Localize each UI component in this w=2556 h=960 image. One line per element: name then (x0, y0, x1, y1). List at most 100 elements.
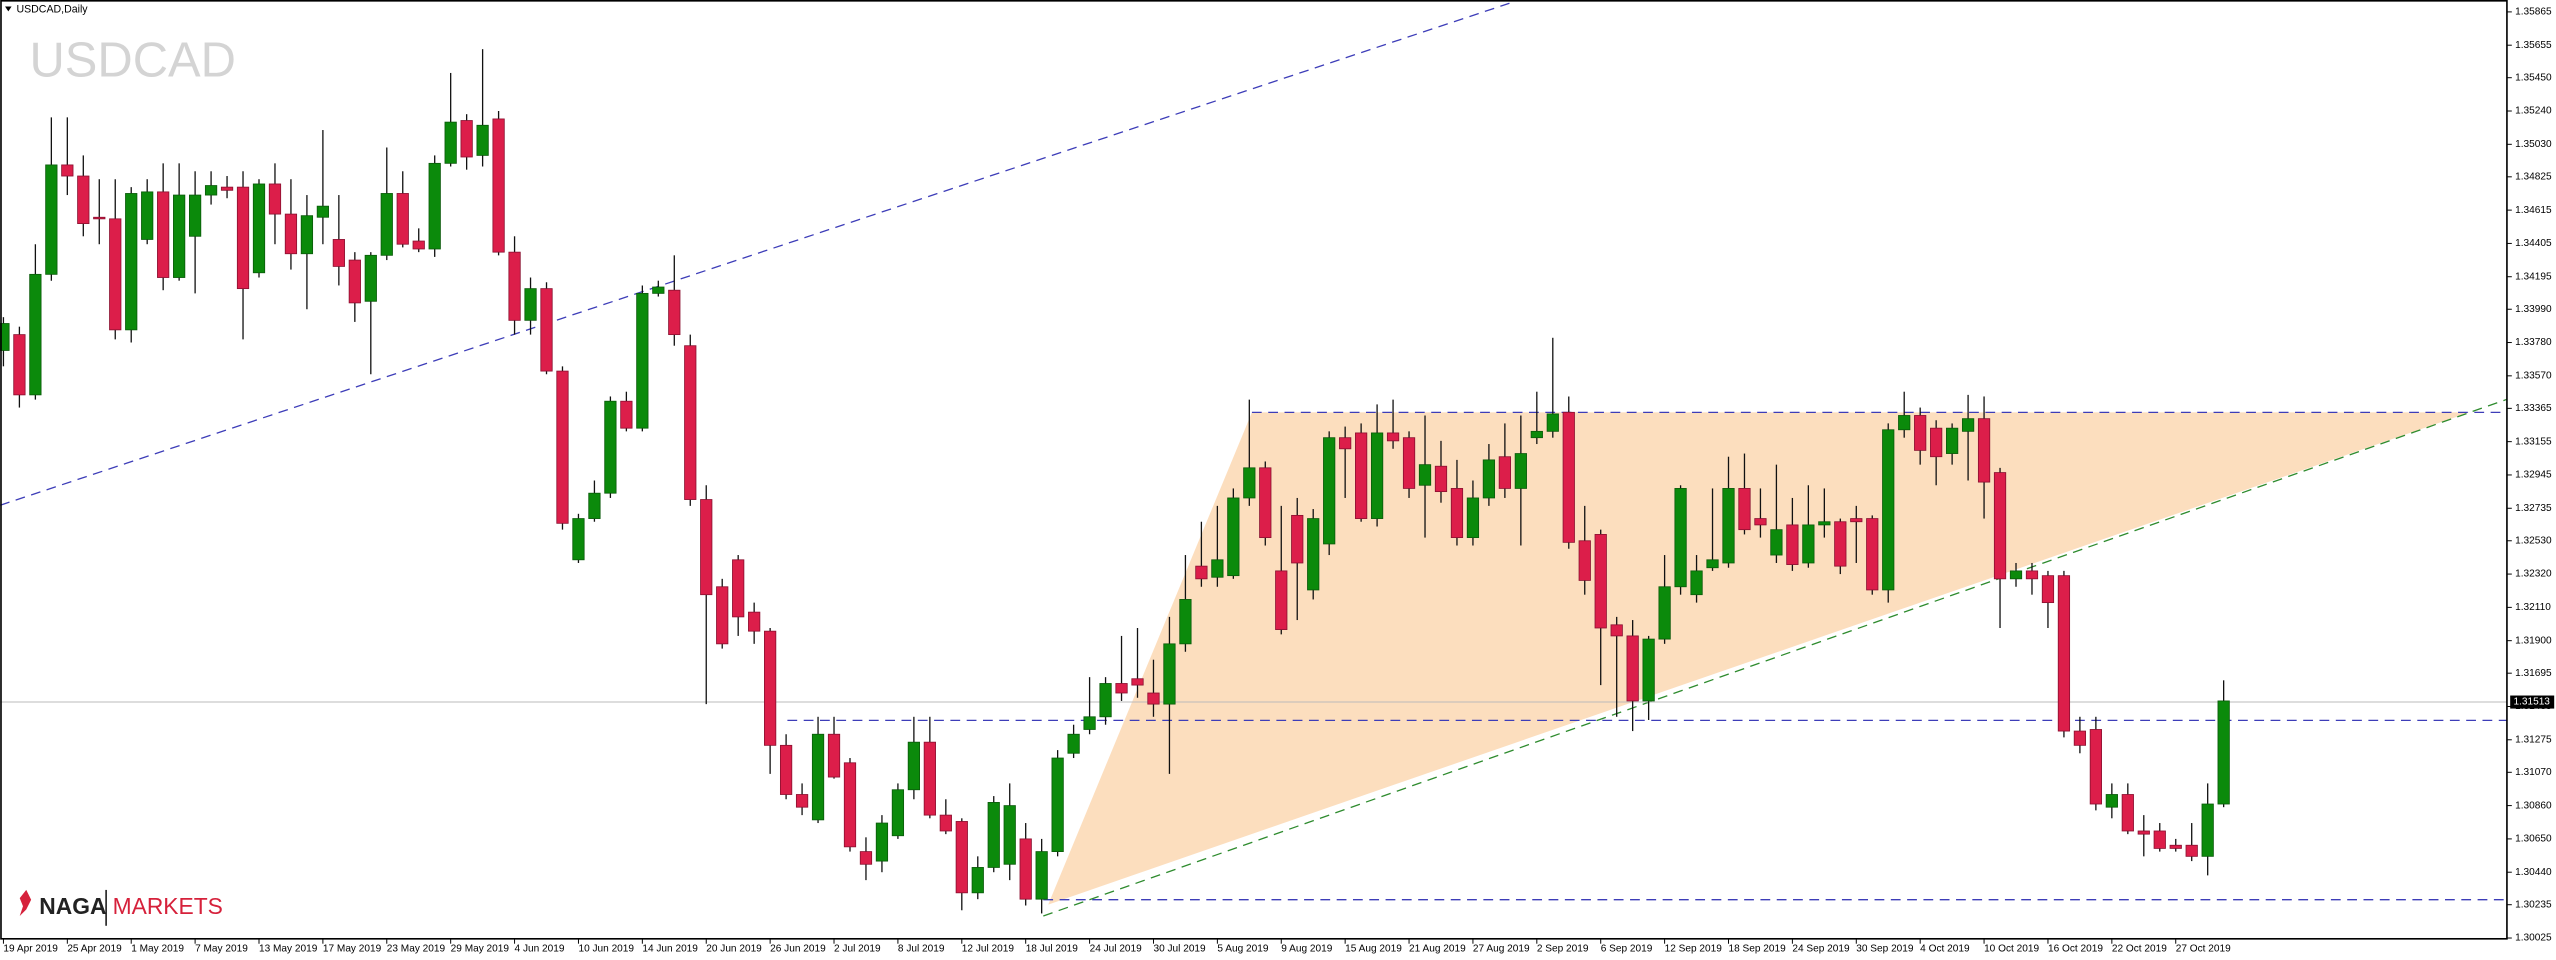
y-tick-label: 1.35655 (2515, 40, 2552, 51)
candle-body (1019, 838, 1032, 900)
candle-body (732, 559, 745, 618)
triangle-fill (1048, 412, 2470, 905)
x-tick-label: 30 Sep 2019 (1856, 943, 1914, 954)
candle-body (1179, 599, 1192, 645)
candle-body (141, 191, 154, 240)
candle-body (955, 821, 968, 894)
candle-body (891, 789, 905, 837)
x-tick-label: 24 Sep 2019 (1792, 943, 1850, 954)
candle-body (1243, 467, 1256, 499)
candle-body (1035, 851, 1048, 900)
candle-body (284, 213, 298, 255)
candle-body (700, 499, 713, 596)
menu-icon (5, 6, 12, 12)
y-tick-label: 1.30235 (2515, 899, 2552, 910)
last-price-label: 1.31513 (2513, 697, 2550, 708)
candle-body (859, 851, 873, 865)
y-tick-label: 1.30860 (2515, 800, 2552, 811)
y-tick-label: 1.30650 (2515, 834, 2552, 845)
candle-body (1961, 418, 1975, 432)
candle-body (2201, 803, 2214, 857)
y-tick-label: 1.34825 (2515, 171, 2552, 182)
candle-body (1993, 472, 2007, 580)
x-tick-label: 29 May 2019 (451, 943, 510, 954)
candle-body (252, 183, 266, 274)
candle-body (2153, 830, 2166, 849)
x-tick-label: 20 Jun 2019 (706, 943, 762, 954)
candle-body (2137, 830, 2150, 835)
candle-body (188, 194, 202, 237)
candle-body (428, 162, 441, 250)
x-tick-label: 15 Aug 2019 (1345, 943, 1402, 954)
candle-body (332, 239, 345, 267)
candle-body (1051, 757, 1064, 852)
candle-body (1658, 586, 1671, 640)
y-tick-label: 1.35030 (2515, 139, 2552, 150)
candle-body (1802, 524, 1815, 564)
candle-body (524, 288, 537, 321)
candle-body (923, 741, 936, 816)
trend-line (1043, 398, 2508, 917)
candle-body (1610, 624, 1623, 637)
candles (0, 49, 2230, 914)
candle-body (556, 370, 569, 524)
candle-body (540, 288, 553, 372)
candle-body (1323, 437, 1336, 545)
candle-body (1370, 432, 1384, 519)
candle-body (620, 400, 633, 429)
candle-body (1514, 453, 1527, 489)
drawings (0, 2, 2508, 917)
candle-body (460, 120, 473, 158)
x-tick-label: 2 Jul 2019 (834, 943, 881, 954)
candle-body (2041, 575, 2055, 604)
candle-body (61, 164, 74, 177)
candle-body (2185, 844, 2198, 857)
x-tick-label: 4 Oct 2019 (1920, 943, 1970, 954)
x-tick-label: 8 Jul 2019 (898, 943, 945, 954)
candle-body (1930, 427, 1943, 458)
candle-body (1434, 465, 1448, 493)
candle-body (1291, 514, 1304, 564)
y-tick-label: 1.31695 (2515, 668, 2552, 679)
logo: NAGA MARKETS (19, 889, 223, 926)
x-tick-label: 4 Jun 2019 (515, 943, 565, 954)
y-tick-label: 1.32320 (2515, 569, 2552, 580)
candle-body (1418, 464, 1432, 486)
last-price-box (2510, 695, 2555, 709)
candle-body (604, 400, 617, 494)
plot-frame (0, 0, 2508, 940)
candle-body (1977, 418, 1991, 483)
candle-body (45, 164, 58, 275)
candle-body (1738, 488, 1751, 531)
candle-body (508, 251, 521, 321)
candle-body (444, 121, 457, 164)
y-tick-label: 1.32530 (2515, 535, 2552, 546)
candle-body (2025, 570, 2039, 580)
candle-body (2217, 700, 2230, 805)
x-tick-label: 27 Oct 2019 (2176, 943, 2231, 954)
candle-body (1562, 411, 1575, 543)
trend-line (0, 2, 1510, 506)
candle-body (1355, 432, 1368, 519)
y-tick-label: 1.32110 (2515, 602, 2551, 613)
candle-body (1946, 427, 1959, 454)
candle-body (588, 492, 601, 519)
candle-body (1195, 565, 1208, 580)
x-tick-label: 14 Jun 2019 (642, 943, 698, 954)
candle-body (1690, 570, 1703, 596)
y-tick-label: 1.35450 (2515, 72, 2552, 83)
y-tick-label: 1.30025 (2515, 933, 2552, 944)
candle-body (1259, 467, 1272, 539)
x-tick-label: 10 Jun 2019 (578, 943, 634, 954)
candle-body (1466, 497, 1480, 539)
candle-body (572, 518, 585, 561)
x-tick-label: 5 Aug 2019 (1217, 943, 1268, 954)
candle-body (1834, 521, 1847, 567)
candle-body (1163, 643, 1176, 705)
y-tick-label: 1.34195 (2515, 271, 2552, 282)
candle-body (1546, 413, 1559, 432)
candle-body (668, 289, 681, 336)
candle-body (1450, 488, 1464, 539)
candle-body (2009, 570, 2023, 580)
y-tick-label: 1.35865 (2515, 7, 2552, 18)
